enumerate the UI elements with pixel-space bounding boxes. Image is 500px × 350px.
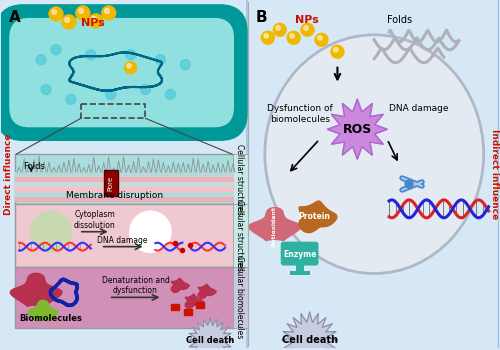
Circle shape [274, 23, 286, 36]
Bar [184, 309, 192, 315]
Text: Folds: Folds [23, 162, 45, 171]
Polygon shape [282, 312, 338, 350]
Circle shape [51, 45, 61, 55]
Circle shape [301, 23, 314, 36]
Circle shape [124, 62, 136, 74]
Text: B: B [256, 10, 268, 25]
FancyBboxPatch shape [9, 18, 234, 127]
Circle shape [276, 26, 280, 30]
FancyBboxPatch shape [15, 204, 234, 267]
Circle shape [89, 14, 102, 28]
Circle shape [64, 18, 70, 22]
Circle shape [31, 212, 71, 252]
Circle shape [315, 33, 328, 46]
Circle shape [304, 26, 308, 30]
FancyBboxPatch shape [233, 267, 248, 328]
Text: Cell death: Cell death [282, 335, 338, 345]
Text: Dysfunction of
biomolecules: Dysfunction of biomolecules [267, 104, 332, 124]
Circle shape [140, 85, 150, 95]
Circle shape [62, 15, 76, 29]
Polygon shape [198, 284, 216, 299]
FancyBboxPatch shape [0, 0, 249, 349]
Circle shape [49, 7, 63, 21]
Text: Cellular structures: Cellular structures [236, 144, 244, 215]
Text: Folds: Folds [386, 15, 411, 25]
Text: Protein: Protein [298, 212, 330, 221]
FancyBboxPatch shape [233, 154, 248, 204]
Text: Cytoplasm
dissolution: Cytoplasm dissolution [74, 210, 116, 230]
Text: NPs: NPs [294, 15, 318, 25]
FancyBboxPatch shape [233, 204, 248, 267]
Circle shape [102, 6, 116, 20]
Text: A: A [9, 10, 21, 25]
Circle shape [264, 34, 268, 38]
Circle shape [156, 55, 166, 65]
Circle shape [52, 9, 56, 14]
FancyBboxPatch shape [15, 154, 234, 204]
Bar [290, 271, 310, 275]
Circle shape [36, 55, 46, 65]
Text: DNA damage: DNA damage [389, 104, 448, 113]
Circle shape [287, 32, 300, 44]
Circle shape [290, 34, 294, 38]
Bar [15, 187, 234, 192]
Circle shape [318, 36, 322, 40]
Polygon shape [10, 273, 62, 306]
Text: Enzyme: Enzyme [283, 250, 316, 259]
Circle shape [130, 212, 170, 252]
Polygon shape [171, 278, 190, 293]
Circle shape [334, 48, 338, 52]
Polygon shape [299, 201, 337, 233]
Text: Antioxidant: Antioxidant [272, 206, 278, 247]
Polygon shape [28, 300, 58, 321]
Polygon shape [249, 208, 300, 240]
Text: ROS: ROS [342, 123, 372, 136]
Circle shape [86, 50, 96, 60]
Circle shape [41, 85, 51, 95]
Bar [15, 177, 234, 182]
Circle shape [405, 180, 413, 188]
FancyBboxPatch shape [104, 170, 118, 196]
Circle shape [331, 45, 344, 58]
Text: Denaturation and
dysfunction: Denaturation and dysfunction [102, 276, 170, 295]
Text: Indirect influence: Indirect influence [490, 129, 499, 219]
Circle shape [262, 32, 274, 44]
Bar [15, 182, 234, 187]
Text: DNA damage: DNA damage [98, 236, 148, 245]
Text: Cellular biomolecules: Cellular biomolecules [236, 256, 244, 338]
Text: Biomolecules: Biomolecules [19, 314, 82, 323]
Bar [15, 192, 234, 197]
Text: NPs: NPs [81, 18, 104, 28]
Circle shape [166, 90, 175, 99]
FancyBboxPatch shape [247, 0, 498, 349]
Circle shape [106, 90, 116, 99]
Circle shape [180, 60, 190, 70]
Bar [15, 172, 234, 177]
Circle shape [127, 64, 131, 68]
FancyBboxPatch shape [0, 7, 245, 138]
Text: Cell death: Cell death [186, 336, 234, 345]
Bar [15, 197, 234, 202]
Circle shape [92, 16, 96, 21]
Text: Pore: Pore [108, 175, 114, 190]
Circle shape [76, 6, 90, 20]
Bar [172, 304, 179, 310]
Circle shape [66, 94, 76, 104]
Text: Cellular structures: Cellular structures [236, 200, 244, 271]
Text: Direct influence: Direct influence [4, 133, 13, 215]
Bar [296, 262, 304, 273]
Text: Membrane disruption: Membrane disruption [66, 191, 163, 200]
Polygon shape [185, 294, 204, 308]
Circle shape [104, 8, 110, 13]
Circle shape [126, 50, 136, 60]
FancyBboxPatch shape [15, 267, 234, 328]
Ellipse shape [265, 35, 484, 273]
Circle shape [78, 8, 84, 13]
FancyBboxPatch shape [280, 241, 318, 266]
Polygon shape [188, 318, 232, 350]
Polygon shape [328, 99, 387, 159]
Bar [196, 302, 204, 308]
